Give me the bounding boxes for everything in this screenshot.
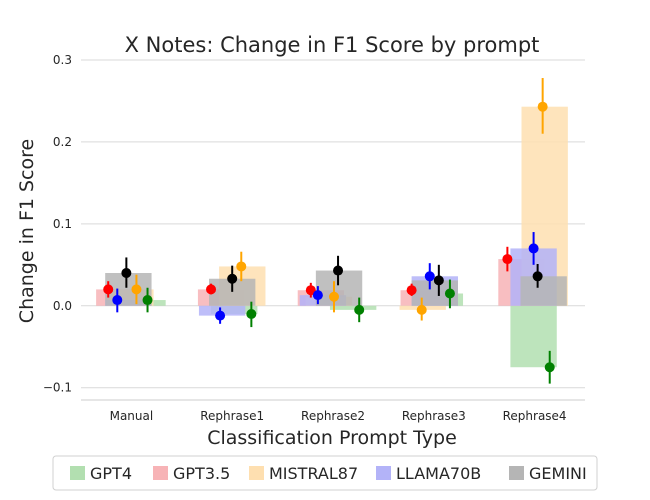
data-point (112, 295, 123, 306)
y-tick-label: 0.2 (53, 135, 72, 149)
x-tick-label: Rephrase2 (301, 409, 365, 423)
data-point (416, 304, 427, 315)
data-point (312, 290, 323, 301)
data-point (329, 291, 340, 302)
legend-label: LLAMA70B (396, 464, 481, 483)
data-point (131, 284, 142, 295)
legend-swatch (376, 466, 391, 480)
data-point (246, 308, 257, 319)
legend-swatch (70, 466, 85, 480)
data-point (215, 310, 226, 321)
data-point (142, 295, 153, 306)
x-tick-label: Rephrase4 (503, 409, 567, 423)
data-point (444, 288, 455, 299)
legend: GPT4 GPT3.5 MISTRAL87 LLAMA70B GEMINI (52, 455, 598, 491)
data-point (537, 101, 548, 112)
y-tick-label: 0.3 (53, 53, 72, 67)
data-point (502, 254, 513, 265)
data-point (206, 284, 217, 295)
x-tick-labels: Manual Rephrase1 Rephrase2 Rephrase3 Rephras… (110, 409, 567, 423)
bar (315, 270, 363, 306)
data-point (103, 284, 114, 295)
legend-label: GPT4 (90, 464, 132, 483)
data-point (236, 261, 247, 272)
legend-label: GPT3.5 (173, 464, 230, 483)
data-point (333, 265, 344, 276)
x-axis-label: Classification Prompt Type (207, 427, 457, 449)
y-axis-label: Change in F1 Score (16, 139, 38, 323)
data-point (406, 285, 417, 296)
data-point (305, 285, 316, 296)
y-tick-label: 0.1 (53, 217, 72, 231)
bars (96, 106, 568, 368)
data-point (433, 275, 444, 286)
x-tick-label: Rephrase1 (200, 409, 264, 423)
bar (198, 305, 246, 316)
points (103, 78, 555, 384)
y-tick-label: 0.0 (53, 299, 72, 313)
data-point (424, 271, 435, 282)
grid-lines (81, 59, 585, 401)
chart-title: X Notes: Change in F1 Score by prompt (125, 33, 540, 57)
legend-swatch (249, 466, 264, 480)
data-point (121, 268, 132, 279)
legend-label: GEMINI (529, 464, 587, 483)
x-tick-label: Manual (110, 409, 154, 423)
data-point (227, 273, 238, 284)
legend-swatch (509, 466, 524, 480)
legend-label: MISTRAL87 (269, 464, 358, 483)
data-point (532, 271, 543, 282)
data-point (528, 243, 539, 254)
data-point (354, 304, 365, 315)
x-tick-label: Rephrase3 (402, 409, 466, 423)
y-tick-label: −0.1 (43, 381, 72, 395)
bar (329, 305, 377, 310)
data-point (544, 362, 555, 373)
legend-frame (52, 455, 598, 491)
legend-swatch (153, 466, 168, 480)
y-tick-labels: −0.1 0.0 0.1 0.2 0.3 (43, 53, 72, 395)
bar (520, 276, 567, 306)
